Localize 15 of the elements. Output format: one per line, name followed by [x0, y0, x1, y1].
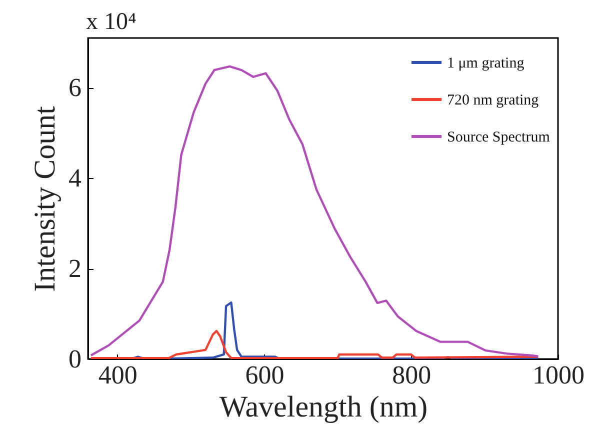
- y-tick-label: 4: [68, 164, 82, 193]
- legend-label: 1 μm grating: [447, 56, 525, 72]
- y-tick-label: 6: [68, 73, 82, 102]
- y-axis-title: Intensity Count: [28, 105, 62, 292]
- x-tick-label: 600: [245, 360, 284, 390]
- legend-label: 720 nm grating: [447, 92, 540, 108]
- text: x 10⁴: [86, 9, 136, 35]
- x-tick-label: 400: [98, 360, 138, 390]
- y-tick-label: 2: [68, 254, 82, 284]
- line-series: [90, 330, 540, 359]
- x-tick-label: 800: [392, 360, 432, 390]
- x-tick-label: 1000: [532, 360, 584, 390]
- x-axis-title: Wavelength (nm): [219, 390, 428, 424]
- y-tick-label: 0: [68, 344, 82, 374]
- legend-label: Source Spectrum: [447, 130, 550, 146]
